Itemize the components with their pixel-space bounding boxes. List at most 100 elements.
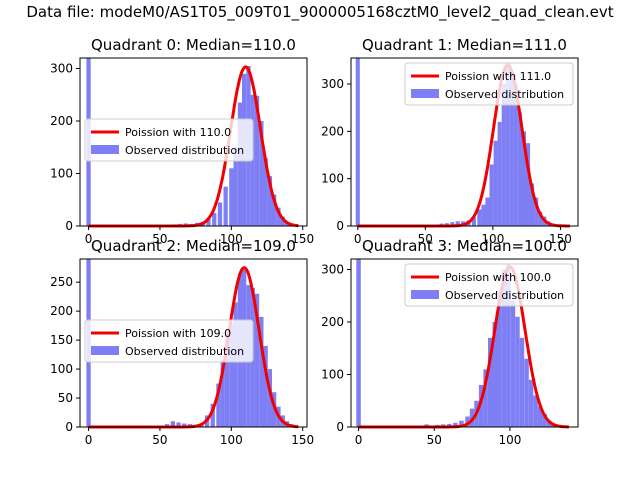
x-tick-label: 100 xyxy=(220,232,243,246)
histogram-bar xyxy=(224,334,230,427)
y-tick-label: 0 xyxy=(65,420,73,434)
histogram-bar xyxy=(233,147,238,227)
histogram-bar xyxy=(233,302,238,427)
x-tick-label: 0 xyxy=(355,433,363,447)
legend-label-poisson: Poission with 100.0 xyxy=(445,271,551,284)
histogram-bar xyxy=(280,216,285,226)
y-tick-label: 100 xyxy=(321,368,344,382)
histogram-bar xyxy=(538,211,543,226)
y-tick-label: 200 xyxy=(321,124,344,138)
histogram-bar xyxy=(519,337,525,428)
histogram-bar xyxy=(229,322,234,427)
histogram-bar xyxy=(515,316,520,428)
legend: Poission with 109.0 Observed distribution xyxy=(84,319,254,363)
axes-frame xyxy=(350,258,579,428)
axes-frame xyxy=(79,258,308,428)
quadrant-3-chart: 0 50 100 0 100 200 300 Quadrant 3: Median=100.0… xyxy=(321,237,579,447)
histogram-bar xyxy=(501,269,507,427)
legend: Poission with 111.0 Observed distribution xyxy=(404,62,574,106)
legend-label-poisson: Poission with 109.0 xyxy=(125,327,231,340)
quadrant-2-chart: 0 50 100 150 0 50 100 150 200 250 Quadrant 2: Medi… xyxy=(50,237,314,447)
histogram-bar xyxy=(216,383,221,427)
histogram-bar xyxy=(510,301,516,427)
quadrant-1-chart: 0 50 100 150 0 100 200 300 Quadrant 1: Median=11… xyxy=(321,36,579,246)
y-tick-label: 100 xyxy=(50,362,73,376)
subplot-title: Quadrant 0: Median=110.0 xyxy=(91,36,296,54)
histogram-bar xyxy=(272,194,277,226)
histogram-bar xyxy=(477,209,482,226)
figure-title: Data file: modeM0/AS1T05_009T01_90000051… xyxy=(26,3,614,21)
histogram-bar xyxy=(459,420,464,427)
histogram-bar xyxy=(497,121,502,226)
y-tick-label: 300 xyxy=(321,263,344,277)
histogram-bar xyxy=(259,121,264,226)
x-tick-label: 150 xyxy=(549,232,572,246)
histogram-bar xyxy=(263,157,268,227)
histogram-bar xyxy=(267,369,272,427)
histogram-bar xyxy=(485,197,490,226)
legend-label-observed: Observed distribution xyxy=(445,88,564,101)
histogram-bar xyxy=(259,316,264,427)
histogram-bar xyxy=(533,395,538,427)
legend-label-observed: Observed distribution xyxy=(125,345,244,358)
histogram-bar xyxy=(506,264,511,428)
y-tick-label: 200 xyxy=(321,315,344,329)
histogram-bar xyxy=(526,143,531,226)
legend-box xyxy=(84,118,254,162)
x-tick-label: 0 xyxy=(85,433,93,447)
y-tick-label: 100 xyxy=(50,167,73,181)
histogram-bar xyxy=(505,67,510,226)
histogram-bar xyxy=(465,416,470,427)
subplot-title: Quadrant 1: Median=111.0 xyxy=(362,36,567,54)
legend-label-observed: Observed distribution xyxy=(445,289,564,302)
histogram-bar xyxy=(513,84,518,226)
legend: Poission with 110.0 Observed distribution xyxy=(84,118,254,162)
x-tick-label: 0 xyxy=(85,232,93,246)
x-tick-label: 100 xyxy=(481,232,504,246)
histogram-bar xyxy=(229,168,234,227)
histogram-bar xyxy=(528,379,534,428)
histogram-bar xyxy=(471,217,476,226)
histogram-bar xyxy=(493,140,498,226)
x-tick-label: 50 xyxy=(152,433,167,447)
histogram-bar xyxy=(220,360,225,427)
axes-frame xyxy=(350,57,579,227)
y-tick-label: 200 xyxy=(50,114,73,128)
x-tick-label: 0 xyxy=(354,232,362,246)
x-tick-label: 100 xyxy=(220,433,243,447)
y-tick-label: 0 xyxy=(65,219,73,233)
histogram-bar xyxy=(497,290,502,427)
legend-label-poisson: Poission with 110.0 xyxy=(125,126,231,139)
histogram-bar xyxy=(267,176,272,226)
histogram-bar xyxy=(492,322,497,427)
y-tick-label: 250 xyxy=(50,275,73,289)
x-tick-label: 50 xyxy=(418,232,433,246)
histogram-bar xyxy=(182,423,187,427)
y-tick-label: 0 xyxy=(336,219,344,233)
legend-box xyxy=(84,319,254,363)
histogram-bar xyxy=(483,369,488,428)
histogram-bar xyxy=(237,102,243,226)
histogram-bar xyxy=(355,58,360,226)
histogram-bar xyxy=(517,112,522,226)
legend: Poission with 100.0 Observed distribution xyxy=(404,263,574,307)
histogram-bar xyxy=(176,422,181,427)
histogram-bar xyxy=(534,197,539,226)
legend-box xyxy=(404,263,574,307)
histogram-bar xyxy=(521,131,526,226)
histogram-bar xyxy=(263,345,268,427)
histogram-bar xyxy=(524,358,529,428)
histogram-bar xyxy=(356,259,361,427)
histogram-bar xyxy=(223,186,228,226)
histogram-bar xyxy=(481,204,486,226)
quadrant-0-chart: 0 50 100 150 0 100 200 300 Quadrant 0: Median=11… xyxy=(50,36,314,246)
legend-label-poisson: Poission with 111.0 xyxy=(445,70,551,83)
histogram-bar xyxy=(450,222,455,226)
histogram-bar xyxy=(478,385,484,427)
histogram-bar xyxy=(501,84,506,226)
histogram-bar xyxy=(455,221,460,226)
x-tick-label: 100 xyxy=(498,433,521,447)
legend-label-observed: Observed distribution xyxy=(125,144,244,157)
x-tick-label: 50 xyxy=(152,232,167,246)
legend-bar-swatch xyxy=(411,89,439,98)
